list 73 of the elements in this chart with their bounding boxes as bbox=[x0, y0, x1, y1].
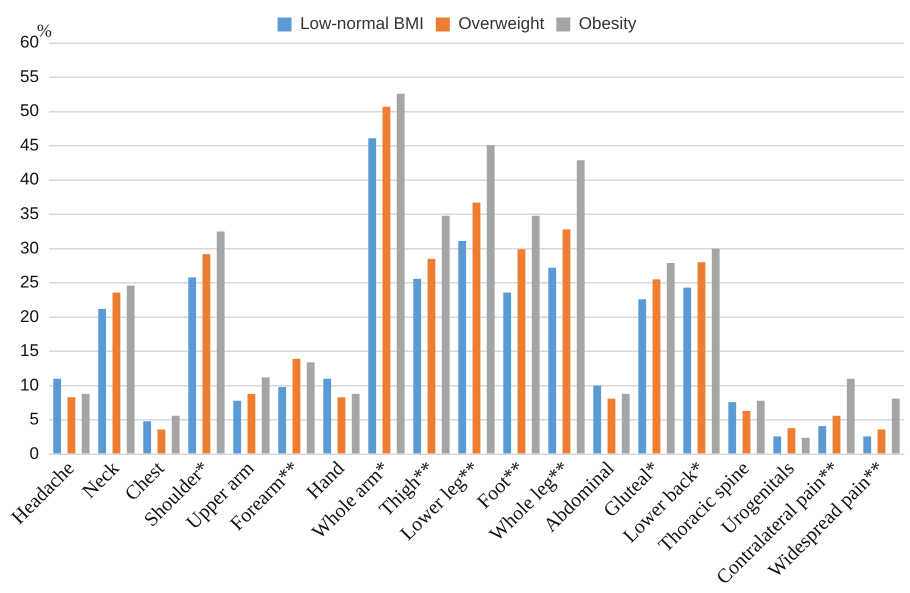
legend-label: Overweight bbox=[458, 14, 545, 34]
y-tick-label: 35 bbox=[20, 204, 39, 224]
y-tick-label: 50 bbox=[20, 101, 39, 120]
y-tick-label: 25 bbox=[20, 272, 39, 292]
bar bbox=[442, 216, 450, 454]
y-tick-label: 30 bbox=[20, 238, 39, 258]
bar bbox=[202, 254, 210, 454]
y-tick-label: 5 bbox=[29, 410, 39, 429]
bar bbox=[248, 394, 256, 454]
bar bbox=[802, 438, 810, 454]
bar bbox=[458, 241, 466, 454]
bar bbox=[593, 386, 602, 454]
bar bbox=[878, 430, 886, 454]
bar bbox=[67, 397, 76, 454]
y-tick-label: 20 bbox=[20, 306, 39, 326]
bar bbox=[112, 292, 120, 454]
bar bbox=[188, 277, 196, 454]
bar bbox=[683, 288, 692, 454]
bar bbox=[742, 411, 750, 454]
bar bbox=[292, 358, 300, 454]
legend-label: Obesity bbox=[578, 14, 637, 34]
bar bbox=[846, 378, 855, 454]
bar bbox=[532, 216, 540, 454]
bar bbox=[413, 278, 422, 454]
bar bbox=[832, 416, 840, 454]
y-tick-label: 45 bbox=[20, 135, 39, 154]
bar bbox=[698, 262, 706, 454]
bar bbox=[548, 268, 556, 454]
bar bbox=[233, 400, 242, 454]
bar bbox=[143, 421, 152, 454]
bar bbox=[788, 428, 796, 454]
bar bbox=[503, 292, 512, 454]
bar bbox=[172, 416, 180, 454]
bar bbox=[323, 378, 332, 454]
legend-label: Low-normal BMI bbox=[300, 14, 424, 34]
bar bbox=[638, 299, 646, 454]
bar bbox=[306, 362, 315, 454]
bar bbox=[216, 231, 225, 454]
bar bbox=[382, 106, 390, 454]
bar bbox=[576, 160, 585, 454]
bar bbox=[472, 202, 480, 454]
bar bbox=[728, 402, 736, 454]
bar bbox=[396, 94, 405, 454]
bar bbox=[622, 394, 630, 454]
bar bbox=[82, 394, 90, 454]
bar bbox=[53, 378, 62, 454]
y-tick-label: 55 bbox=[20, 66, 39, 86]
bar bbox=[338, 397, 346, 454]
bar bbox=[818, 426, 826, 454]
bar bbox=[666, 262, 675, 454]
y-tick-label: 15 bbox=[20, 341, 39, 360]
bar bbox=[278, 387, 286, 454]
bar bbox=[608, 398, 616, 454]
bar bbox=[562, 229, 570, 454]
bar bbox=[756, 400, 765, 454]
y-tick-label: 10 bbox=[20, 375, 39, 394]
bar bbox=[773, 436, 782, 454]
bar bbox=[428, 258, 436, 454]
bar bbox=[158, 430, 166, 454]
bar bbox=[892, 398, 900, 454]
bar bbox=[863, 436, 872, 454]
y-tick-label: 60 bbox=[20, 32, 39, 52]
bar bbox=[98, 308, 106, 454]
bar bbox=[368, 138, 376, 454]
bar bbox=[652, 279, 660, 454]
bar bbox=[262, 377, 270, 454]
bar bbox=[712, 248, 720, 454]
bar bbox=[352, 394, 360, 454]
y-tick-label: 0 bbox=[29, 444, 39, 463]
bar bbox=[486, 145, 495, 454]
bar bbox=[126, 286, 135, 454]
bar bbox=[518, 249, 526, 454]
y-tick-label: 40 bbox=[20, 170, 39, 189]
